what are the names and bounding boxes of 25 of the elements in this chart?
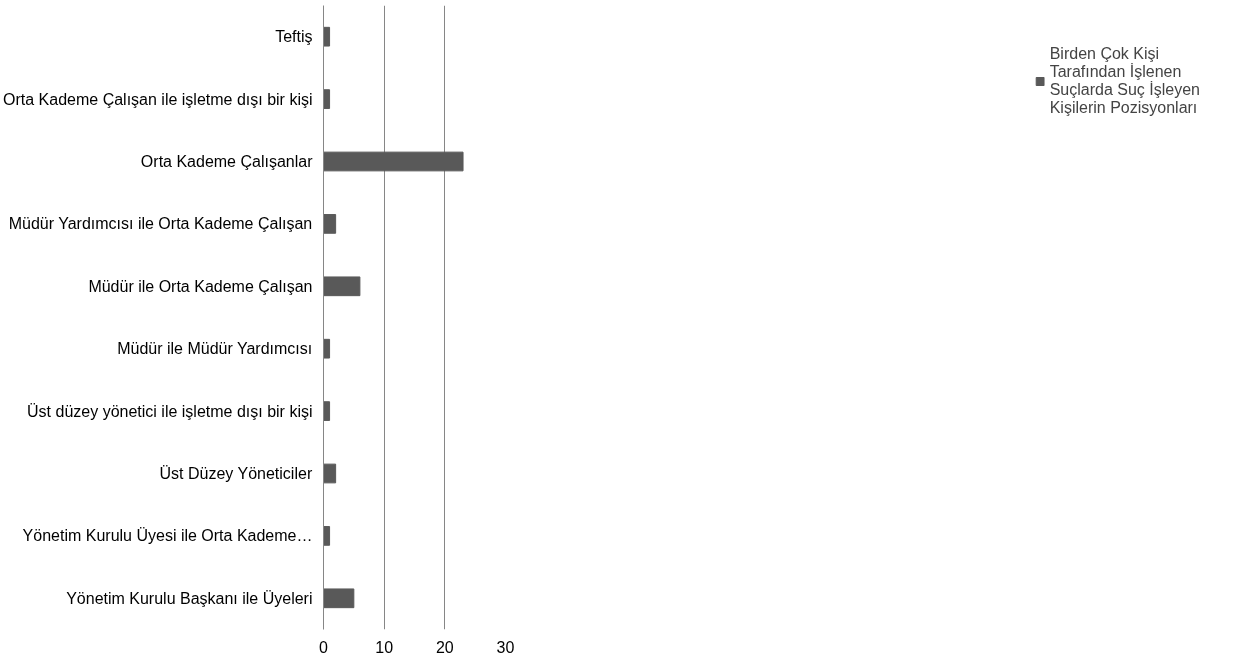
y-tick-label: Üst düzey yönetici ile işletme dışı bir kişi <box>27 402 313 420</box>
y-tick-label: Müdür ile Müdür Yardımcısı <box>117 340 313 358</box>
y-tick-label: Orta Kademe Çalışanlar <box>140 153 314 170</box>
x-tick-label: 0 <box>319 638 329 656</box>
x-tick-label: 30 <box>496 638 515 656</box>
y-tick-label: Yönetim Kurulu Üyesi ile Orta Kademe… <box>22 527 313 545</box>
legend-label: Birden Çok Kişi Tarafından İşlenen Suçlarda Suç İşleyen Kişilerin Pozisyonları <box>1049 45 1200 117</box>
bar <box>323 338 331 359</box>
bar <box>323 26 331 47</box>
y-tick-label: Müdür ile Orta Kademe Çalışan <box>88 277 313 295</box>
y-tick-label: Üst Düzey Yöneticiler <box>159 465 313 482</box>
bar <box>323 463 337 484</box>
x-tick-label: 10 <box>375 638 394 656</box>
bar <box>323 151 464 172</box>
bar <box>323 214 337 234</box>
bar <box>323 588 355 609</box>
y-tick-label: Orta Kademe Çalışan ile işletme dışı bir kişi <box>3 90 313 108</box>
bar <box>323 89 331 109</box>
bar <box>323 401 331 421</box>
bar <box>323 526 331 546</box>
x-tick-label: 20 <box>435 638 454 656</box>
y-tick-label: Teftiş <box>275 28 313 46</box>
y-tick-label: Müdür Yardımcısı ile Orta Kademe Çalışan <box>8 215 313 233</box>
bar <box>323 276 361 297</box>
y-tick-label: Yönetim Kurulu Başkanı ile Üyeleri <box>66 589 313 607</box>
